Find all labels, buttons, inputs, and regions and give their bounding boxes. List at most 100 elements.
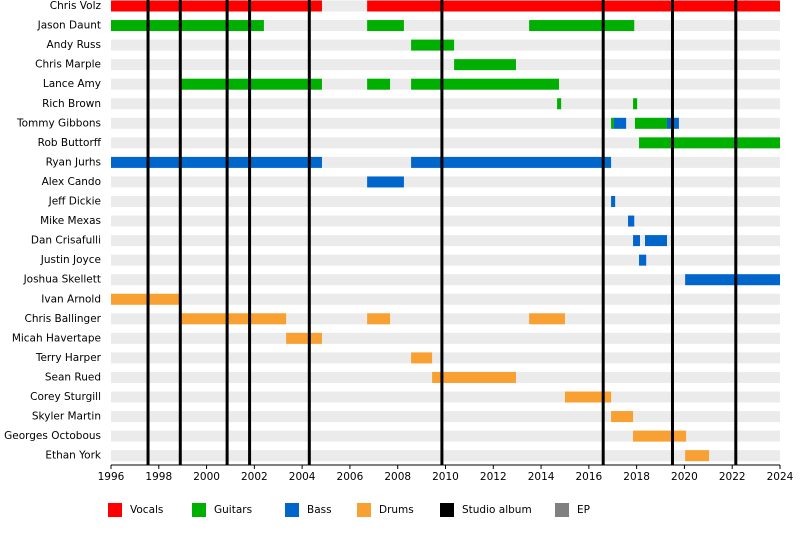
tenure-bar [557, 98, 562, 110]
member-label: Micah Havertape [12, 332, 101, 344]
tenure-bar [111, 156, 322, 168]
member-label: Justin Joyce [40, 254, 101, 266]
x-tick-label: 2000 [193, 471, 220, 483]
tenure-bar [181, 313, 287, 325]
row-band [111, 235, 780, 247]
member-label: Jeff Dickie [48, 196, 101, 208]
legend-swatch [357, 503, 371, 517]
tenure-bar [411, 352, 433, 364]
row-band [111, 196, 780, 207]
x-tick-label: 2002 [241, 471, 268, 483]
tenure-bar [411, 156, 612, 168]
row-band [111, 98, 780, 110]
member-label: Skyler Martin [32, 411, 101, 423]
tenure-bar [529, 313, 565, 325]
tenure-bar [611, 411, 634, 423]
member-label: Alex Cando [42, 176, 101, 188]
member-label: Corey Sturgill [30, 391, 101, 403]
member-label: Tommy Gibbons [16, 117, 101, 129]
row-band [111, 176, 780, 188]
member-label: Ivan Arnold [41, 293, 101, 305]
tenure-bar [633, 98, 638, 110]
x-tick-label: 2010 [432, 471, 459, 483]
member-label: Andy Russ [47, 39, 101, 51]
tenure-bar [611, 117, 614, 129]
tenure-bar [111, 20, 264, 32]
x-tick-label: 2008 [384, 471, 411, 483]
x-tick-label: 1996 [98, 471, 125, 483]
tenure-bar [634, 117, 667, 129]
row-band [111, 59, 780, 71]
row-band [111, 254, 780, 266]
member-label: Jason Daunt [37, 20, 101, 32]
tenure-bar [633, 430, 687, 442]
member-label: Mike Mexas [40, 215, 101, 227]
tenure-bar [645, 235, 667, 247]
tenure-bar [529, 20, 635, 32]
x-tick-label: 2018 [623, 471, 650, 483]
row-band [111, 20, 780, 32]
tenure-bar [564, 391, 612, 403]
tenure-bar [411, 39, 455, 51]
x-tick-label: 2014 [528, 471, 555, 483]
row-band [111, 293, 780, 305]
legend-label: Studio album [462, 504, 532, 516]
tenure-bar [411, 78, 559, 90]
tenure-bar [181, 78, 322, 90]
tenure-bar [286, 332, 322, 344]
tenure-bar [639, 254, 647, 266]
tenure-bar [611, 196, 616, 207]
legend-swatch [440, 503, 454, 517]
x-tick-label: 1998 [145, 471, 172, 483]
tenure-bar [685, 274, 780, 286]
legend-label: Guitars [214, 504, 252, 516]
row-band [111, 274, 780, 286]
legend-swatch [108, 503, 122, 517]
legend-swatch [192, 503, 206, 517]
tenure-bar [633, 235, 640, 247]
tenure-bar [111, 0, 322, 12]
member-label: Dan Crisafulli [31, 235, 101, 247]
row-band [111, 352, 780, 364]
tenure-bar [367, 20, 404, 32]
row-band [111, 332, 780, 344]
row-band [111, 117, 780, 129]
x-tick-label: 2012 [480, 471, 507, 483]
tenure-bar [367, 0, 780, 12]
row-band [111, 450, 780, 462]
tenure-bar [367, 78, 391, 90]
member-label: Georges Octobous [4, 430, 101, 442]
member-label: Chris Volz [50, 0, 102, 12]
tenure-bar [613, 117, 627, 129]
row-band [111, 430, 780, 442]
legend-label: Vocals [130, 504, 163, 516]
row-band [111, 313, 780, 325]
legend-label: Bass [307, 504, 332, 516]
member-label: Sean Rued [45, 371, 101, 383]
x-tick-label: 2022 [719, 471, 746, 483]
x-tick-label: 2016 [575, 471, 602, 483]
legend-label: Drums [379, 504, 414, 516]
tenure-bar [432, 371, 516, 383]
member-label: Terry Harper [35, 352, 102, 364]
x-tick-label: 2020 [671, 471, 698, 483]
tenure-bar [685, 450, 710, 462]
row-band [111, 215, 780, 227]
tenure-bar [367, 313, 391, 325]
member-label: Ryan Jurhs [46, 156, 101, 168]
member-label: Lance Amy [43, 78, 101, 90]
tenure-bar [639, 137, 780, 149]
member-label: Ethan York [45, 450, 102, 462]
x-tick-label: 2006 [337, 471, 364, 483]
legend-swatch [285, 503, 299, 517]
tenure-bar [367, 176, 404, 188]
x-tick-label: 2004 [289, 471, 316, 483]
row-band [111, 137, 780, 149]
legend-swatch [555, 503, 569, 517]
row-band [111, 391, 780, 403]
tenure-bar [628, 215, 635, 227]
legend-label: EP [577, 504, 590, 516]
x-tick-label: 2024 [767, 471, 794, 483]
tenure-bar [111, 293, 181, 305]
